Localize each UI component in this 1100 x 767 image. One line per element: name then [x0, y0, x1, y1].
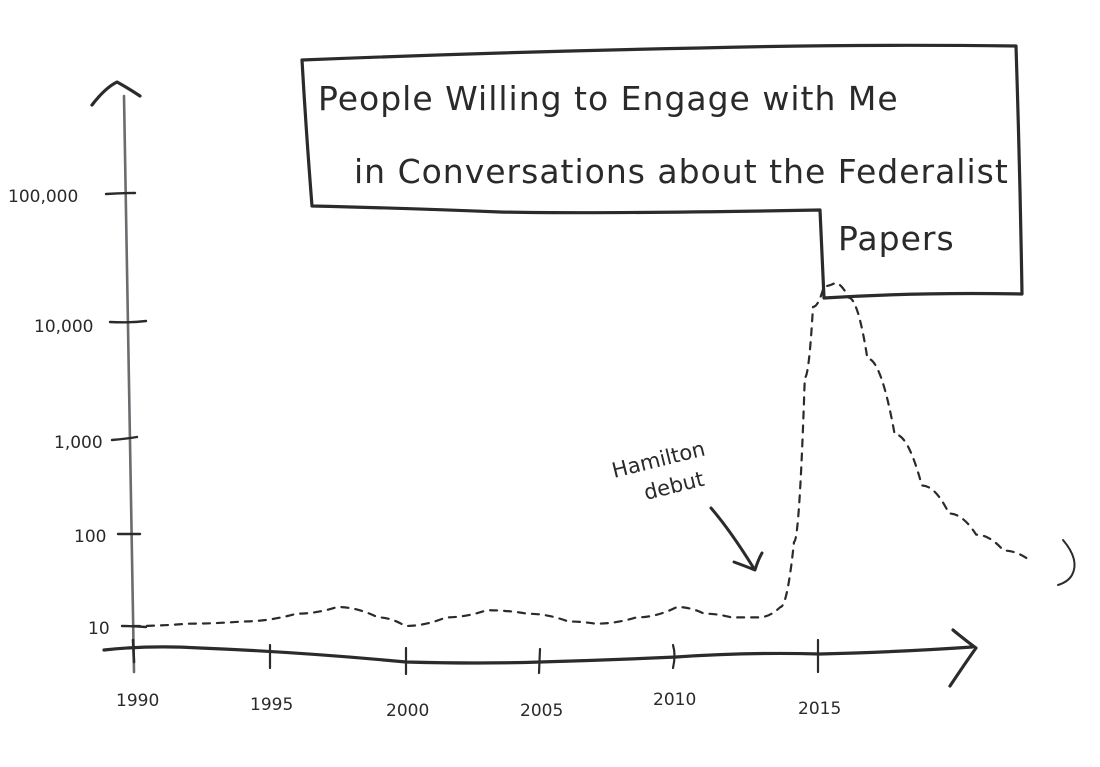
x-tick-label: 2000 — [386, 701, 429, 721]
y-tick-labels: 100,000 10,000 1,000 100 10 — [8, 187, 110, 639]
y-tick-label: 10 — [88, 619, 110, 639]
x-tick-labels: 1990 1995 2000 2005 2010 2015 — [116, 690, 841, 721]
series-line — [131, 281, 1032, 628]
y-tick-label: 10,000 — [34, 317, 93, 337]
y-axis-arrow-icon — [90, 80, 142, 107]
y-tick-label: 100 — [74, 527, 106, 547]
x-tick-label: 2005 — [520, 701, 563, 721]
title-line-3: Papers — [838, 219, 955, 258]
x-axis — [102, 645, 974, 665]
title-line-2: in Conversations about the Federalist — [354, 152, 1009, 191]
y-tick-label: 1,000 — [54, 433, 103, 453]
x-tick-label: 1990 — [116, 691, 159, 711]
x-tick-label: 2015 — [798, 699, 841, 719]
y-tick-label: 100,000 — [8, 187, 78, 207]
x-tick-label: 2010 — [653, 690, 696, 710]
chart-title: People Willing to Engage with Me in Conv… — [318, 79, 1009, 258]
x-ticks — [131, 638, 820, 676]
title-box — [300, 43, 1024, 300]
annotation-arrow-icon — [709, 506, 755, 569]
annotation-arrowhead-icon — [732, 551, 764, 572]
x-tick-label: 1995 — [250, 695, 293, 715]
series-end-hook — [1057, 539, 1076, 586]
hamilton-annotation: Hamilton debut — [609, 437, 764, 572]
y-axis — [122, 94, 136, 674]
title-line-1: People Willing to Engage with Me — [318, 79, 899, 118]
x-axis-arrow-icon — [948, 628, 978, 688]
